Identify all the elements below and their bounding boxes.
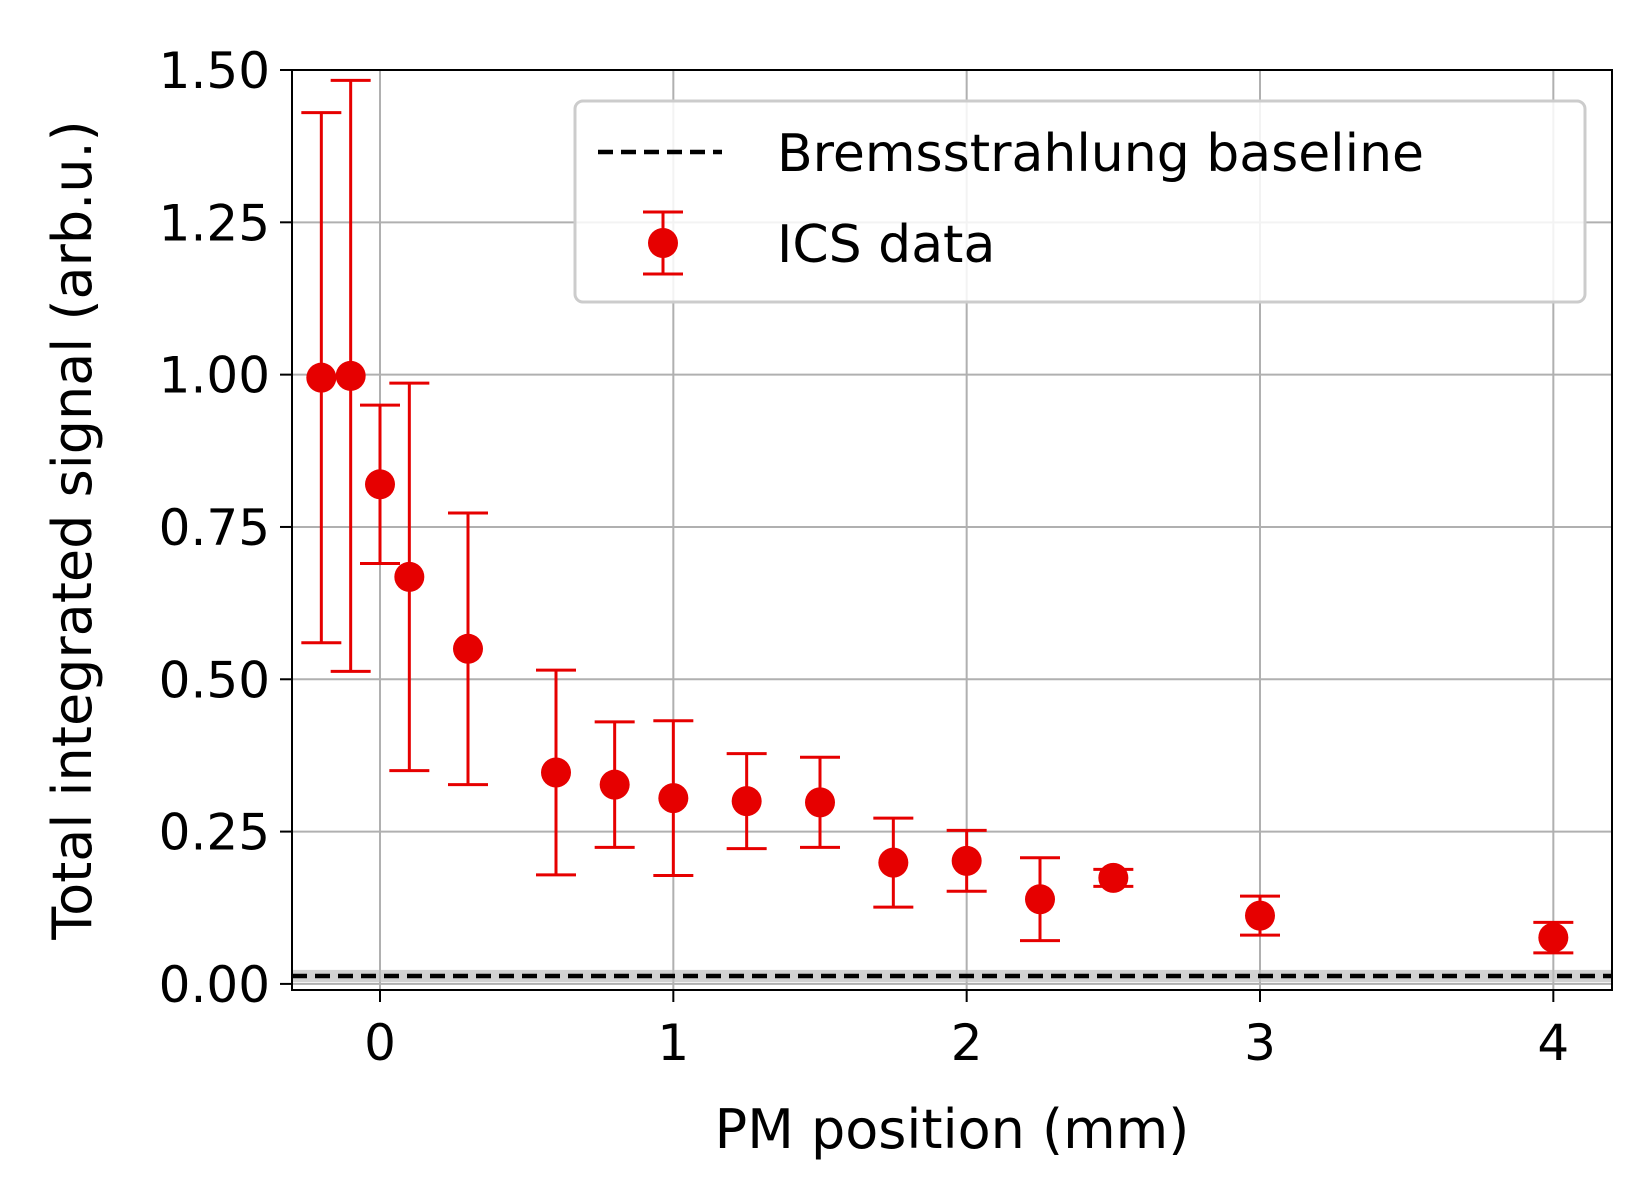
legend-box bbox=[573, 99, 1587, 304]
data-marker bbox=[365, 469, 395, 500]
data-point bbox=[653, 719, 694, 877]
data-marker bbox=[951, 845, 982, 876]
data-marker bbox=[1025, 884, 1055, 915]
data-point bbox=[1240, 894, 1280, 937]
data-point bbox=[1020, 856, 1060, 943]
y-tick-label: 0.00 bbox=[159, 956, 270, 1014]
y-tick-label: 0.25 bbox=[159, 804, 270, 862]
data-marker bbox=[731, 786, 762, 817]
data-point bbox=[448, 511, 488, 787]
data-point bbox=[360, 403, 400, 566]
data-point bbox=[330, 78, 371, 673]
data-point bbox=[1093, 862, 1134, 893]
data-marker bbox=[1245, 900, 1275, 931]
data-marker bbox=[541, 757, 571, 788]
data-point bbox=[1533, 920, 1574, 955]
x-tick-label: 2 bbox=[951, 1014, 983, 1072]
x-tick-label: 0 bbox=[364, 1014, 396, 1072]
y-tick-label: 1.25 bbox=[159, 194, 270, 252]
legend-ics-label: ICS data bbox=[777, 215, 995, 275]
data-marker bbox=[805, 787, 835, 818]
legend-baseline-label: Bremsstrahlung baseline bbox=[777, 124, 1424, 184]
data-marker bbox=[1098, 862, 1129, 893]
x-axis-label: PM position (mm) bbox=[715, 1098, 1190, 1161]
data-point bbox=[800, 755, 840, 849]
data-point bbox=[536, 668, 576, 877]
data-marker bbox=[335, 360, 366, 391]
data-point bbox=[726, 752, 767, 851]
data-marker bbox=[599, 769, 630, 800]
data-point bbox=[301, 111, 342, 645]
data-marker bbox=[306, 362, 337, 393]
y-axis: 0.00 0.25 0.50 0.75 1.00 1.25 1.50 bbox=[159, 42, 292, 1014]
baseline-band bbox=[292, 969, 1612, 983]
data-point bbox=[389, 381, 430, 773]
data-point bbox=[594, 720, 635, 849]
y-tick-label: 0.50 bbox=[159, 651, 270, 709]
x-tick-label: 4 bbox=[1537, 1014, 1569, 1072]
data-marker bbox=[878, 847, 909, 878]
x-tick-label: 1 bbox=[657, 1014, 689, 1072]
data-layer bbox=[301, 78, 1574, 955]
x-axis: 0 1 2 3 4 bbox=[364, 990, 1569, 1072]
data-marker bbox=[394, 561, 425, 592]
baseline-layer bbox=[292, 969, 1612, 983]
legend-ics-swatch bbox=[643, 210, 683, 276]
y-axis-label: Total integrated signal (arb.u.) bbox=[41, 120, 104, 940]
data-marker bbox=[1538, 922, 1569, 953]
x-tick-label: 3 bbox=[1244, 1014, 1276, 1072]
legend: Bremsstrahlung baseline ICS data bbox=[573, 99, 1587, 304]
y-tick-label: 0.75 bbox=[159, 499, 270, 557]
data-marker bbox=[453, 633, 483, 664]
data-point bbox=[873, 816, 914, 909]
data-marker bbox=[658, 783, 689, 814]
y-tick-label: 1.50 bbox=[159, 42, 270, 100]
y-tick-label: 1.00 bbox=[159, 347, 270, 405]
plot-frame bbox=[291, 69, 1613, 991]
data-point bbox=[946, 828, 987, 893]
